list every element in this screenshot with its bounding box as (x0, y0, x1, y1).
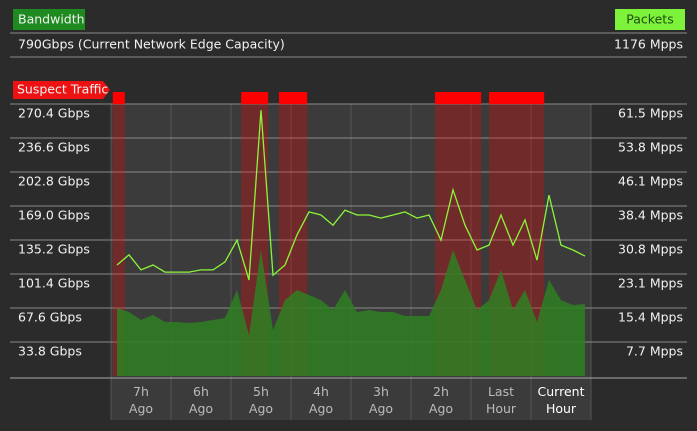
bandwidth-area (117, 250, 585, 376)
x-tick-label: 7h Ago (129, 384, 153, 416)
y2-tick-label: 61.5 Mpps (618, 106, 683, 121)
y-tick-label: 67.6 Gbps (18, 310, 82, 325)
capacity-text: 790Gbps (Current Network Edge Capacity) (18, 37, 285, 52)
packets-line (116, 110, 586, 281)
suspect-bar (489, 92, 545, 104)
y2-tick-label: 53.8 Mpps (618, 140, 683, 155)
y-tick-label: 236.6 Gbps (18, 140, 90, 155)
suspect-traffic-label-box (13, 81, 110, 99)
packets-capacity-text: 1176 Mpps (614, 37, 683, 52)
suspect-bar (241, 92, 269, 104)
suspect-bar (112, 92, 125, 104)
legend-bandwidth: Bandwidth (18, 12, 85, 27)
packets-legend-box (615, 9, 685, 30)
y2-tick-label: 38.4 Mpps (618, 208, 683, 223)
y-tick-label: 270.4 Gbps (18, 106, 90, 121)
x-tick-label: 2h Ago (429, 384, 453, 416)
x-tick-label: 3h Ago (369, 384, 393, 416)
y2-tick-label: 7.7 Mpps (626, 343, 683, 358)
y2-tick-label: 23.1 Mpps (618, 275, 683, 290)
suspect-bar (279, 92, 308, 104)
x-tick-label: Last Hour (486, 384, 517, 416)
x-tick-label: Current Hour (538, 384, 585, 416)
y2-tick-label: 30.8 Mpps (618, 241, 683, 256)
x-tick-label: 5h Ago (249, 384, 273, 416)
suspect-traffic-label: Suspect Traffic (17, 82, 108, 97)
y-tick-label: 135.2 Gbps (18, 242, 90, 257)
suspect-region (112, 104, 125, 376)
y-tick-label: 101.4 Gbps (18, 276, 90, 291)
y2-tick-label: 15.4 Mpps (618, 309, 683, 324)
x-tick-label: 4h Ago (309, 384, 333, 416)
bandwidth-legend-box (13, 9, 85, 30)
y-tick-label: 202.8 Gbps (18, 174, 90, 189)
suspect-bar (435, 92, 482, 104)
y-tick-label: 169.0 Gbps (18, 208, 90, 223)
y2-tick-label: 46.1 Mpps (618, 174, 683, 189)
x-tick-label: 6h Ago (189, 384, 213, 416)
y-tick-label: 33.8 Gbps (18, 344, 82, 359)
legend-packets: Packets (626, 12, 673, 27)
